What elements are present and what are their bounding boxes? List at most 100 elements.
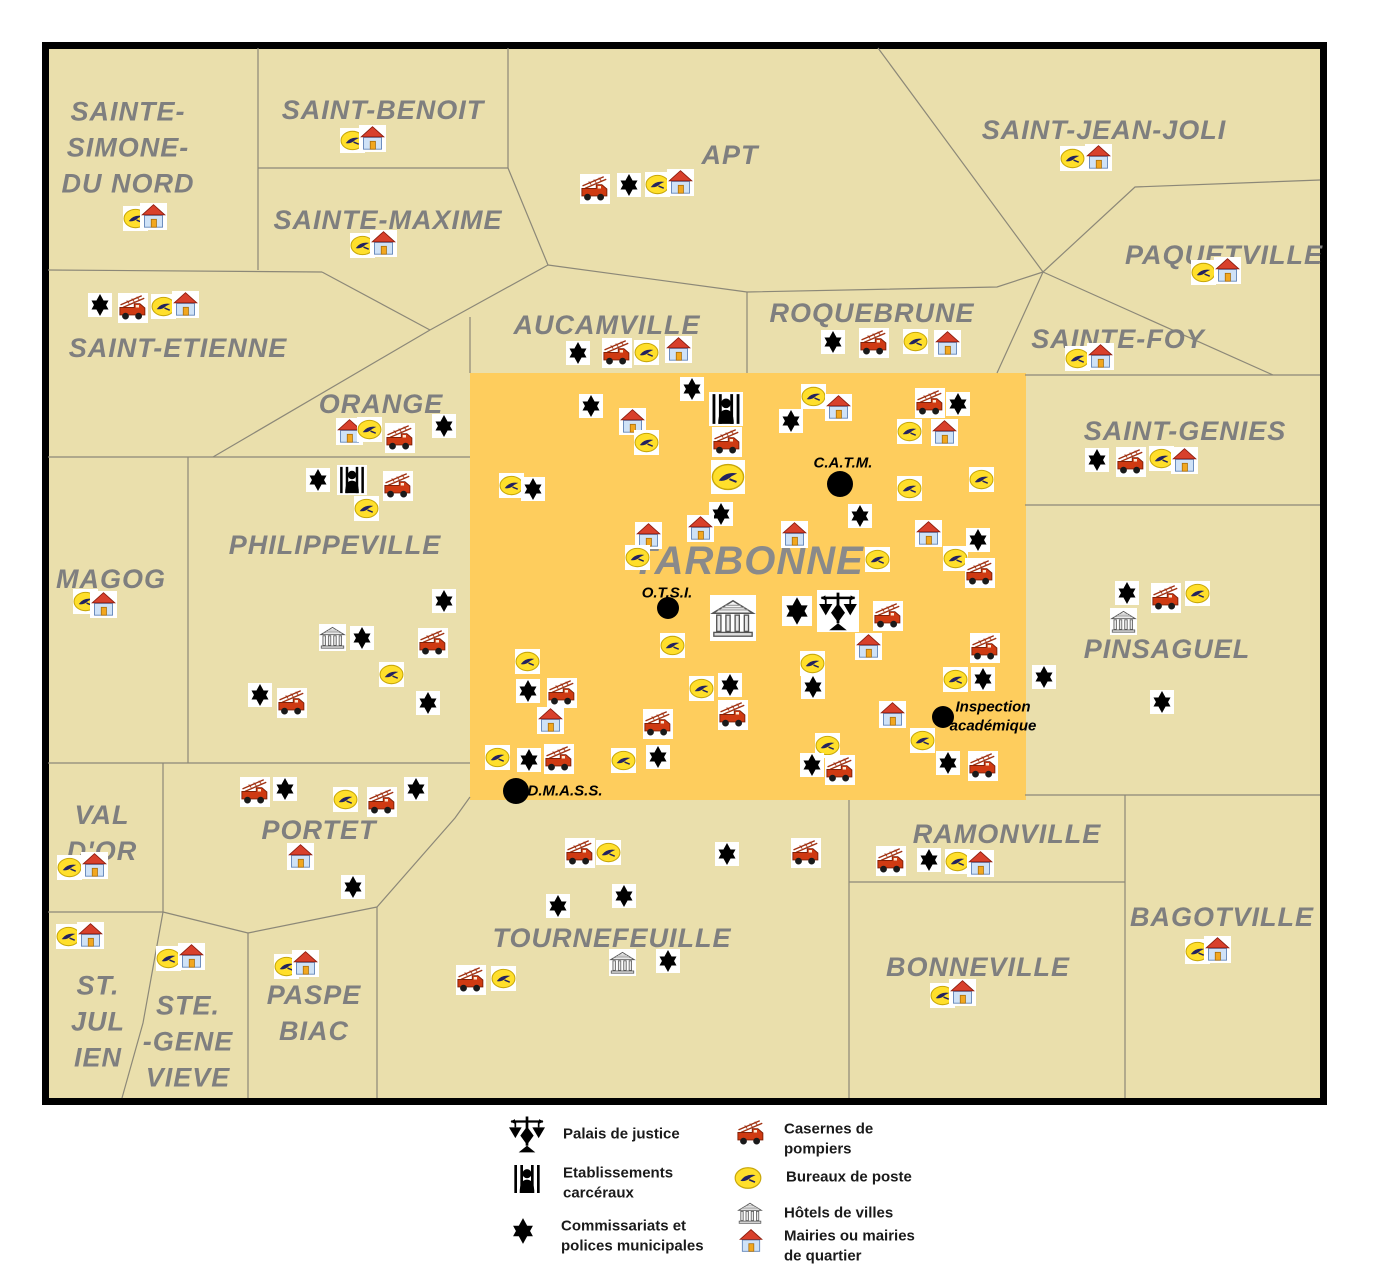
fire-station-icon <box>965 558 995 588</box>
fire-station-icon <box>1151 583 1181 613</box>
mairie-icon <box>1086 342 1114 370</box>
poi-label-inspection-acad-mique: Inspection académique <box>949 698 1037 734</box>
fire-station-icon <box>876 846 906 876</box>
mairie-icon <box>536 706 564 734</box>
post-office-icon <box>896 418 922 444</box>
fire-station-icon <box>970 633 1000 663</box>
post-office-icon <box>498 472 524 498</box>
police-station-icon <box>801 675 825 699</box>
poi-label-o-t-s-i: O.T.S.I. <box>641 584 693 602</box>
mairie-icon <box>930 418 958 446</box>
post-office-icon <box>378 661 404 687</box>
legend-label-mairies-ou-mairies-de-quartier: Mairies ou mairies de quartier <box>784 1227 915 1265</box>
police-station-icon <box>617 173 641 197</box>
post-office-icon <box>633 339 659 365</box>
mairie-icon <box>89 590 117 618</box>
post-office-icon <box>1190 259 1216 285</box>
post-office-icon <box>688 675 714 701</box>
police-station-icon <box>509 1217 537 1245</box>
mairie-icon <box>369 229 397 257</box>
fire-station-icon <box>718 700 748 730</box>
police-station-icon <box>521 477 545 501</box>
police-station-icon <box>800 753 824 777</box>
mairie-icon <box>1170 446 1198 474</box>
post-office-icon <box>356 416 382 442</box>
police-station-icon <box>848 504 872 528</box>
poi-dot-d-m-a-s-s <box>503 778 529 804</box>
courthouse-icon <box>817 590 859 632</box>
region-label-pinsaguel: PINSAGUEL <box>1083 633 1251 664</box>
poi-label-d-m-a-s-s: D.M.A.S.S. <box>527 782 603 800</box>
post-office-icon <box>944 848 970 874</box>
fire-station-icon <box>736 1118 766 1148</box>
region-label-roquebrune: ROQUEBRUNE <box>769 297 975 328</box>
post-office-icon <box>490 965 516 991</box>
region-label-philippeville: PHILIPPEVILLE <box>228 529 442 560</box>
police-station-icon <box>1150 690 1174 714</box>
police-station-icon <box>1085 448 1109 472</box>
fire-station-icon <box>383 471 413 501</box>
post-office-icon <box>942 545 968 571</box>
post-office-icon <box>644 171 670 197</box>
post-office-icon <box>353 495 379 521</box>
legend-label-etablissements-carc-raux: Etablissements carcéraux <box>563 1164 674 1202</box>
police-station-icon <box>656 949 680 973</box>
city-hall-icon <box>1109 607 1137 635</box>
region-label-saint-jean-joli: SAINT-JEAN-JOLI <box>981 114 1227 145</box>
police-station-icon <box>516 679 540 703</box>
police-station-icon <box>782 596 812 626</box>
police-station-icon <box>566 341 590 365</box>
region-label-paspebiac: PASPE BIAC <box>266 979 362 1046</box>
mairie-icon <box>1203 935 1231 963</box>
legend-label-commissariats-et-polices-municipales: Commissariats et polices municipales <box>561 1217 704 1255</box>
fire-station-icon <box>240 777 270 807</box>
region-label-orange: ORANGE <box>318 388 444 419</box>
mairie-icon <box>358 124 386 152</box>
post-office-icon <box>864 546 890 572</box>
city-hall-icon <box>318 623 346 651</box>
fire-station-icon <box>277 688 307 718</box>
fire-station-icon <box>367 787 397 817</box>
police-station-icon <box>517 748 541 772</box>
post-office-icon <box>624 544 650 570</box>
mairie-icon <box>177 942 205 970</box>
post-office-icon <box>56 854 82 880</box>
mairie-icon <box>139 202 167 230</box>
fire-station-icon <box>859 328 889 358</box>
police-station-icon <box>680 377 704 401</box>
mairie-icon <box>286 842 314 870</box>
mairie-icon <box>80 851 108 879</box>
poi-dot-inspection-acad-mique <box>932 706 954 728</box>
region-label-bonneville: BONNEVILLE <box>885 951 1071 982</box>
post-office-icon <box>332 786 358 812</box>
post-office-icon <box>909 727 935 753</box>
mairie-icon <box>666 168 694 196</box>
region-label-saint-genies: SAINT-GENIES <box>1083 415 1287 446</box>
region-label-tarbonne: TARBONNE <box>632 539 864 584</box>
mairie-icon <box>634 521 662 549</box>
post-office-icon <box>633 429 659 455</box>
fire-station-icon <box>968 751 998 781</box>
fire-station-icon <box>825 755 855 785</box>
prison-icon <box>511 1163 543 1195</box>
mairie-icon <box>1084 143 1112 171</box>
region-label-portet: PORTET <box>261 814 377 845</box>
poi-dot-o-t-s-i <box>657 597 679 619</box>
mairie-icon <box>914 519 942 547</box>
police-station-icon <box>612 884 636 908</box>
police-station-icon <box>416 691 440 715</box>
post-office-icon <box>55 923 81 949</box>
police-station-icon <box>273 777 297 801</box>
post-office-icon <box>902 328 928 354</box>
region-label-saint-etienne: SAINT-ETIENNE <box>68 332 288 363</box>
post-office-icon <box>659 632 685 658</box>
fire-station-icon <box>385 423 415 453</box>
mairie-icon <box>933 329 961 357</box>
post-office-icon <box>150 293 176 319</box>
region-label-bagotville: BAGOTVILLE <box>1130 901 1314 932</box>
police-station-icon <box>779 409 803 433</box>
region-label-ramonville: RAMONVILLE <box>912 818 1102 849</box>
mairie-icon <box>686 514 714 542</box>
police-station-icon <box>404 777 428 801</box>
